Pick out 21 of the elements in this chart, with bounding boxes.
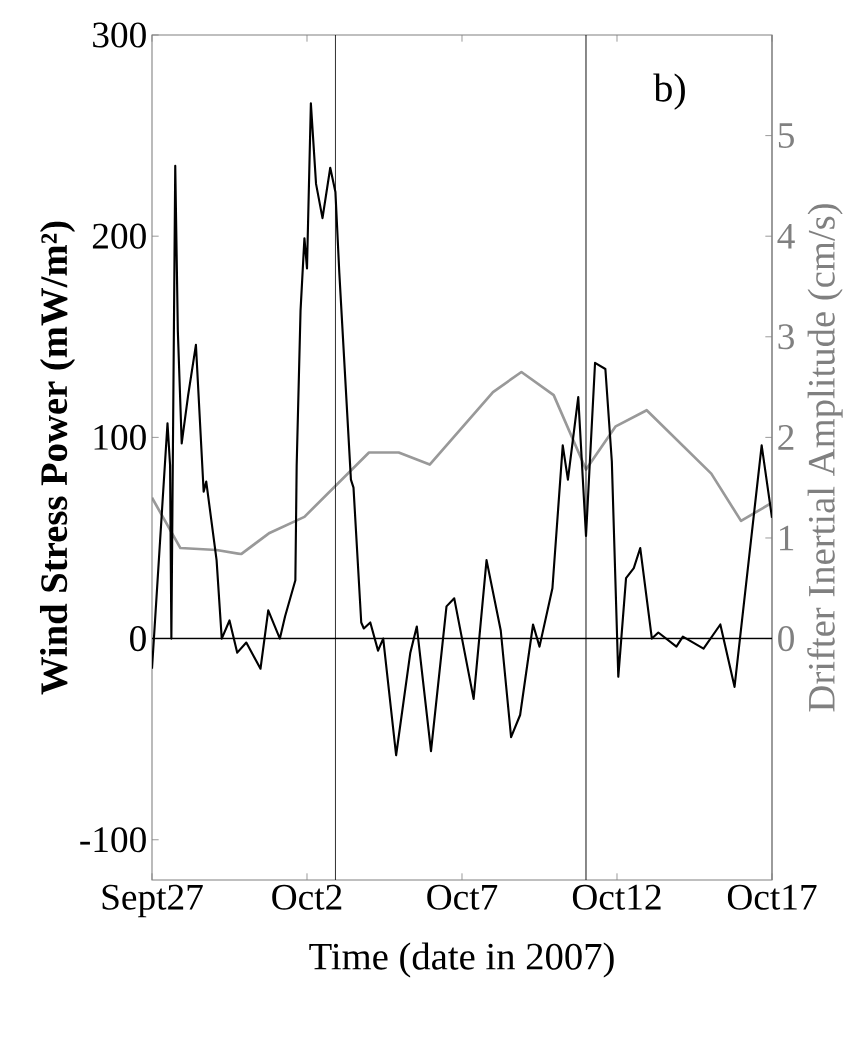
y-tick-label: 200 <box>92 223 146 249</box>
y-tick-label: 0 <box>130 625 146 652</box>
x-tick-label: Oct7 <box>427 884 498 910</box>
x-axis-title: Time (date in 2007) <box>309 942 614 978</box>
x-tick-label: Oct17 <box>727 884 817 910</box>
x-tick-label: Oct12 <box>572 884 661 910</box>
y2-tick-label: 2 <box>778 425 794 450</box>
line-series <box>152 370 772 556</box>
y2-tick-label: 1 <box>779 525 794 551</box>
x-tick-label: Sept27 <box>102 884 203 918</box>
y2-tick-label: 0 <box>778 625 794 652</box>
y2-tick-label: 3 <box>778 324 794 350</box>
y-axis-title: Wind Stress Power (mW/m²) <box>39 221 76 695</box>
annotation: b) <box>653 73 685 110</box>
x-tick-label: Oct2 <box>272 884 342 910</box>
y2-tick-label: 4 <box>777 223 795 249</box>
y2-axis-title: Drifter Inertial Amplitude (cm/s) <box>807 204 843 712</box>
y-tick-label: 300 <box>93 22 146 48</box>
y2-tick-label: 5 <box>778 123 794 148</box>
y-tick-label: 100 <box>94 424 146 450</box>
y-tick-label: -100 <box>80 827 146 853</box>
